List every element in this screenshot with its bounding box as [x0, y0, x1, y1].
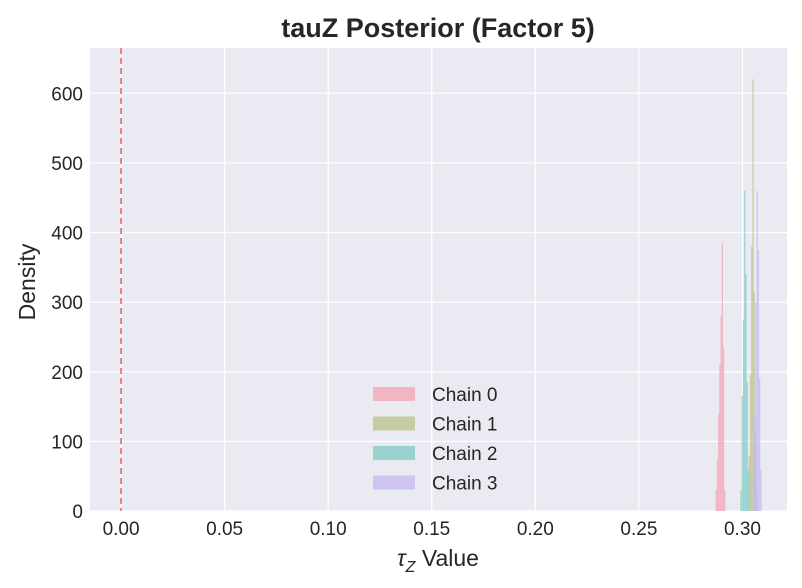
x-axis-title-suffix: Value: [415, 545, 479, 571]
legend-label-chain-3: Chain 3: [432, 474, 498, 495]
bar-chain-0-bin-4: [720, 316, 722, 511]
x-axis-title-subscript: Z: [405, 559, 417, 576]
legend-swatch-chain-2: [373, 446, 415, 460]
bar-chain-3-bin-2: [755, 302, 757, 511]
bar-chain-0-bin-0: [715, 490, 717, 511]
bar-chain-0-bin-7: [724, 490, 726, 511]
y-tick-label-2: 200: [51, 363, 83, 384]
y-axis-title: Density: [14, 243, 40, 320]
x-tick-label-1: 0.05: [206, 519, 243, 540]
x-axis-title: τZ Value: [397, 545, 479, 576]
bar-chain-1-bin-2: [751, 246, 753, 511]
legend-swatch-chain-3: [373, 475, 415, 490]
bar-chain-0-bin-5: [721, 242, 723, 511]
y-tick-label-3: 300: [51, 293, 83, 314]
x-axis-title-symbol: τ: [397, 545, 407, 571]
bar-chain-1-bin-1: [749, 375, 752, 511]
bar-chain-2-bin-6: [747, 469, 750, 511]
bar-chain-2-bin-0: [740, 490, 742, 511]
legend-swatch-chain-1: [373, 416, 415, 431]
bar-chain-2-bin-1: [741, 396, 743, 511]
x-tick-label-5: 0.25: [620, 519, 657, 540]
x-tick-label-3: 0.15: [413, 519, 450, 540]
bar-chain-0-bin-6: [722, 347, 725, 511]
grid-lines: [90, 48, 787, 512]
x-tick-label-2: 0.10: [310, 519, 347, 540]
bar-chain-2-bin-5: [746, 382, 748, 511]
bar-chain-2-bin-4: [745, 274, 747, 511]
legend: Chain 0 Chain 1 Chain 2 Chain 3: [373, 385, 498, 495]
y-tick-label-0: 0: [72, 502, 83, 523]
chart-title: tauZ Posterior (Factor 5): [281, 13, 595, 43]
bar-chain-3-bin-3: [756, 190, 758, 512]
y-tick-label-5: 500: [51, 154, 83, 175]
legend-swatch-chain-0: [373, 387, 415, 401]
y-tick-label-6: 600: [51, 84, 83, 105]
plot-area: [90, 48, 787, 511]
bar-chain-0-bin-3: [719, 364, 721, 511]
bar-chain-0-bin-2: [718, 413, 720, 511]
x-tick-label-6: 0.30: [724, 519, 761, 540]
x-axis-ticks: 0.00 0.05 0.10 0.15 0.20 0.25 0.30: [103, 519, 761, 540]
bar-chain-3-bin-6: [760, 469, 762, 511]
legend-label-chain-2: Chain 2: [432, 444, 498, 465]
bar-chain-3-bin-4: [757, 249, 760, 511]
legend-label-chain-0: Chain 0: [432, 385, 498, 406]
bar-chain-1-bin-4: [753, 291, 755, 511]
histogram-bars: [715, 79, 762, 512]
bar-chain-3-bin-5: [759, 378, 761, 511]
y-tick-label-1: 100: [51, 432, 83, 453]
x-tick-label-4: 0.20: [517, 519, 554, 540]
bar-chain-3-bin-0: [752, 476, 755, 511]
x-tick-label-0: 0.00: [103, 519, 140, 540]
bar-chain-0-bin-1: [716, 458, 719, 511]
bar-chain-2-bin-2: [742, 319, 745, 511]
legend-label-chain-1: Chain 1: [432, 415, 498, 436]
y-tick-label-4: 400: [51, 224, 83, 245]
bar-chain-1-bin-0: [748, 455, 750, 511]
bar-chain-1-bin-3: [752, 79, 754, 512]
bar-chain-2-bin-3: [744, 190, 746, 512]
y-axis-ticks: 0 100 200 300 400 500 600: [51, 84, 83, 523]
bar-chain-3-bin-1: [754, 413, 756, 511]
